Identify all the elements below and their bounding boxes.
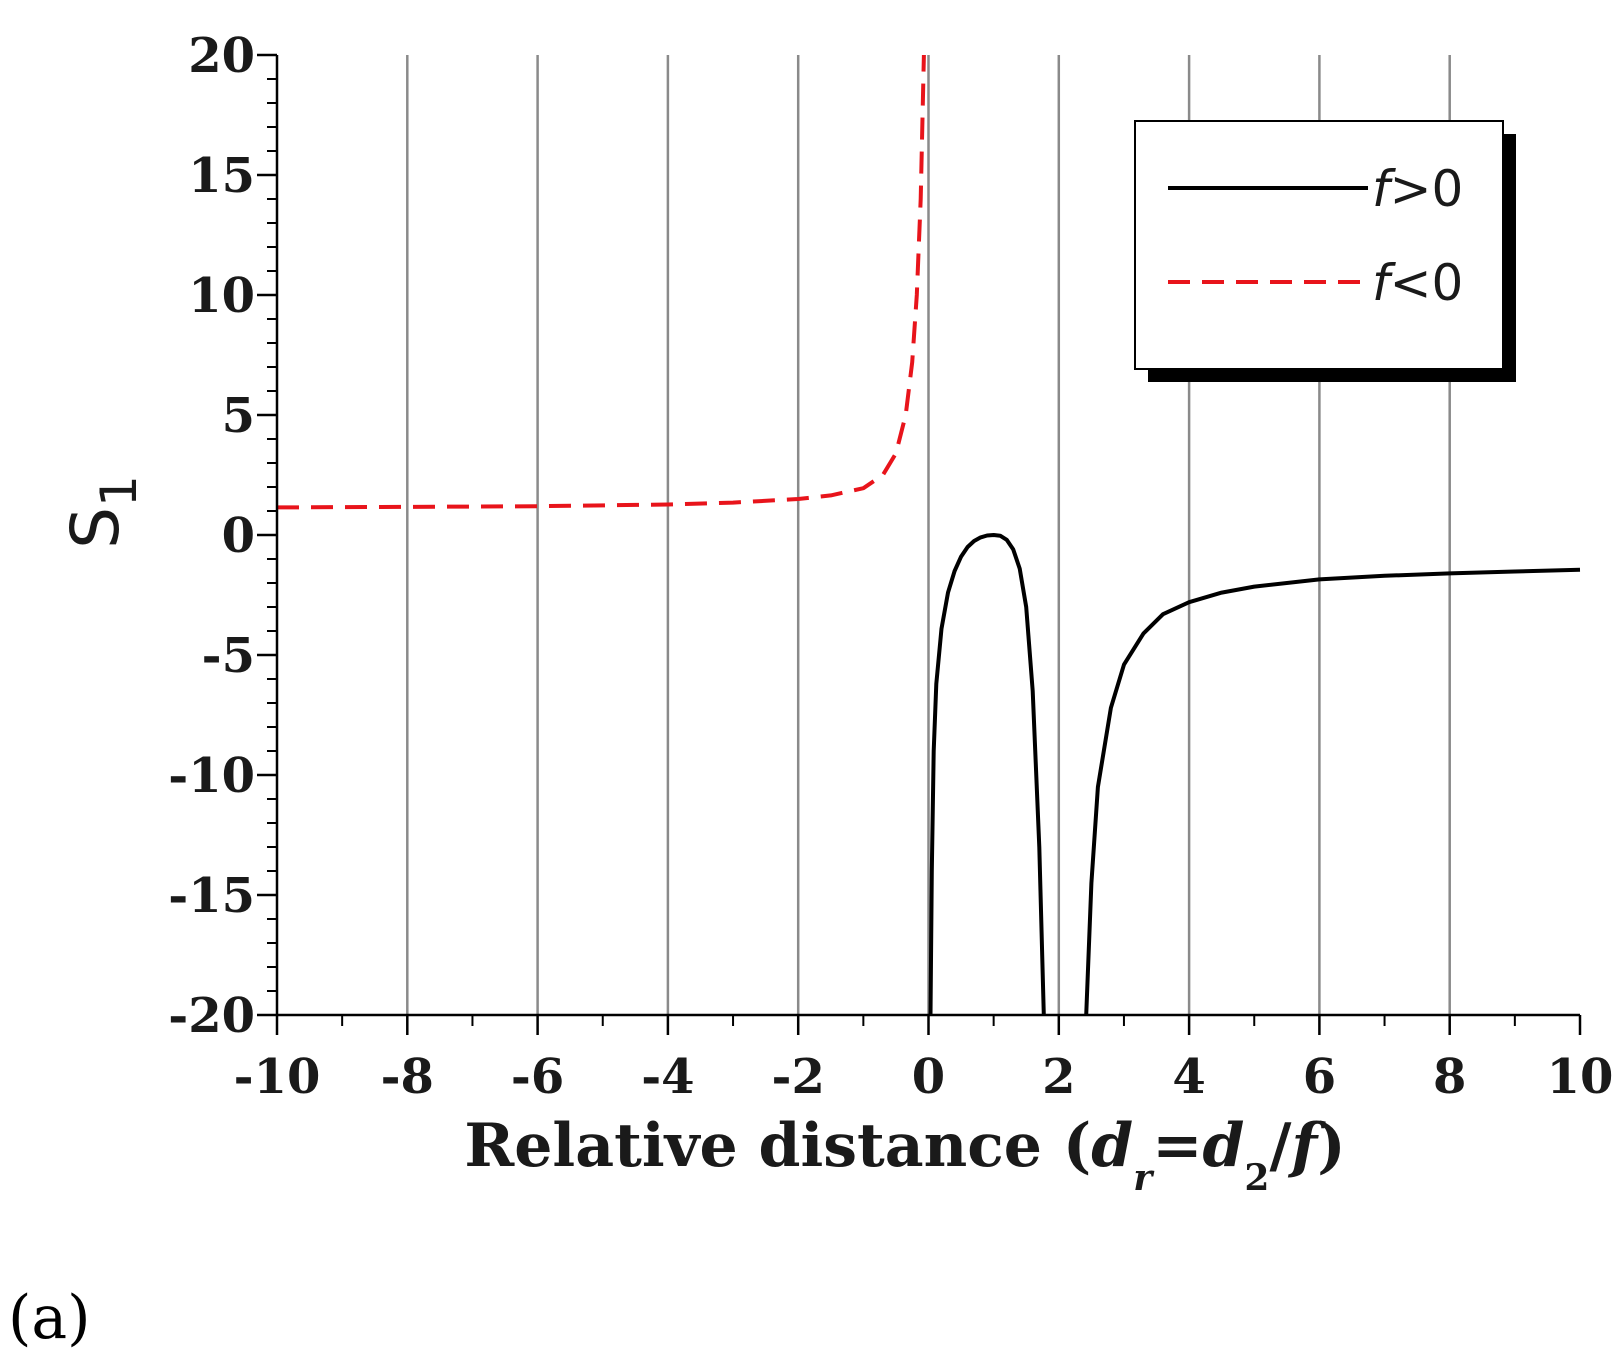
y-axis-label: S1 bbox=[57, 475, 148, 549]
x-axis-label-suffix: ) bbox=[1317, 1111, 1345, 1181]
x-tick-label-3: -4 bbox=[641, 1049, 694, 1105]
axes bbox=[257, 53, 1582, 1035]
y-tick-label-6: -10 bbox=[168, 748, 255, 804]
x-tick-label-6: 2 bbox=[1042, 1049, 1075, 1105]
y-tick-label-5: -5 bbox=[202, 628, 255, 684]
x-tick-label-1: -8 bbox=[381, 1049, 434, 1105]
x-tick-labels: -10 -8 -6 -4 -2 0 2 4 6 8 10 bbox=[234, 1049, 1614, 1105]
legend-box bbox=[1134, 120, 1504, 370]
x-axis-label-prefix: Relative distance ( bbox=[464, 1111, 1091, 1181]
y-tick-label-4: 0 bbox=[222, 508, 255, 564]
series-1-line-segment-0 bbox=[276, 54, 926, 510]
y-tick-labels: 20 15 10 5 0 -5 -10 -15 -20 bbox=[168, 28, 255, 1044]
y-tick-label-3: 5 bbox=[222, 388, 255, 444]
x-tick-label-8: 6 bbox=[1303, 1049, 1336, 1105]
x-axis-label-d2: d bbox=[1202, 1111, 1244, 1181]
x-axis-label-sub1: r bbox=[1133, 1157, 1155, 1199]
legend-label-f-positive-rest: >0 bbox=[1390, 160, 1464, 218]
legend-label-f-positive: f>0 bbox=[1372, 160, 1463, 218]
y-axis-label-sub: 1 bbox=[90, 475, 148, 507]
series-0-line-segment-1 bbox=[1084, 567, 1581, 1016]
y-tick-label-2: 10 bbox=[188, 268, 255, 324]
x-axis-label-sub2: 2 bbox=[1244, 1157, 1269, 1199]
y-tick-label-1: 15 bbox=[188, 148, 255, 204]
x-axis-label-eq: = bbox=[1152, 1111, 1202, 1181]
series-layer bbox=[276, 54, 1581, 1016]
x-tick-label-7: 4 bbox=[1172, 1049, 1205, 1105]
legend: f>0 f<0 bbox=[1134, 120, 1516, 382]
panel-label: (a) bbox=[8, 1283, 91, 1353]
x-tick-label-9: 8 bbox=[1433, 1049, 1466, 1105]
x-axis-label-slash: / bbox=[1269, 1111, 1291, 1181]
x-axis-label: Relative distance (dr=d2/f) bbox=[464, 1111, 1345, 1199]
x-tick-label-0: -10 bbox=[234, 1049, 321, 1105]
x-tick-label-5: 0 bbox=[912, 1049, 945, 1105]
x-tick-label-4: -2 bbox=[772, 1049, 825, 1105]
legend-label-f-negative-rest: <0 bbox=[1390, 254, 1464, 312]
series-0-line-segment-0 bbox=[928, 533, 1046, 1016]
y-tick-label-7: -15 bbox=[168, 868, 255, 924]
y-axis-label-main: S bbox=[57, 507, 134, 549]
svg-text:S1: S1 bbox=[57, 475, 148, 549]
legend-label-f-negative: f<0 bbox=[1372, 254, 1463, 312]
x-tick-label-2: -6 bbox=[511, 1049, 564, 1105]
y-tick-label-0: 20 bbox=[188, 28, 255, 84]
y-tick-label-8: -20 bbox=[168, 988, 255, 1044]
x-axis-label-d1: d bbox=[1091, 1111, 1133, 1181]
x-tick-label-10: 10 bbox=[1547, 1049, 1614, 1105]
